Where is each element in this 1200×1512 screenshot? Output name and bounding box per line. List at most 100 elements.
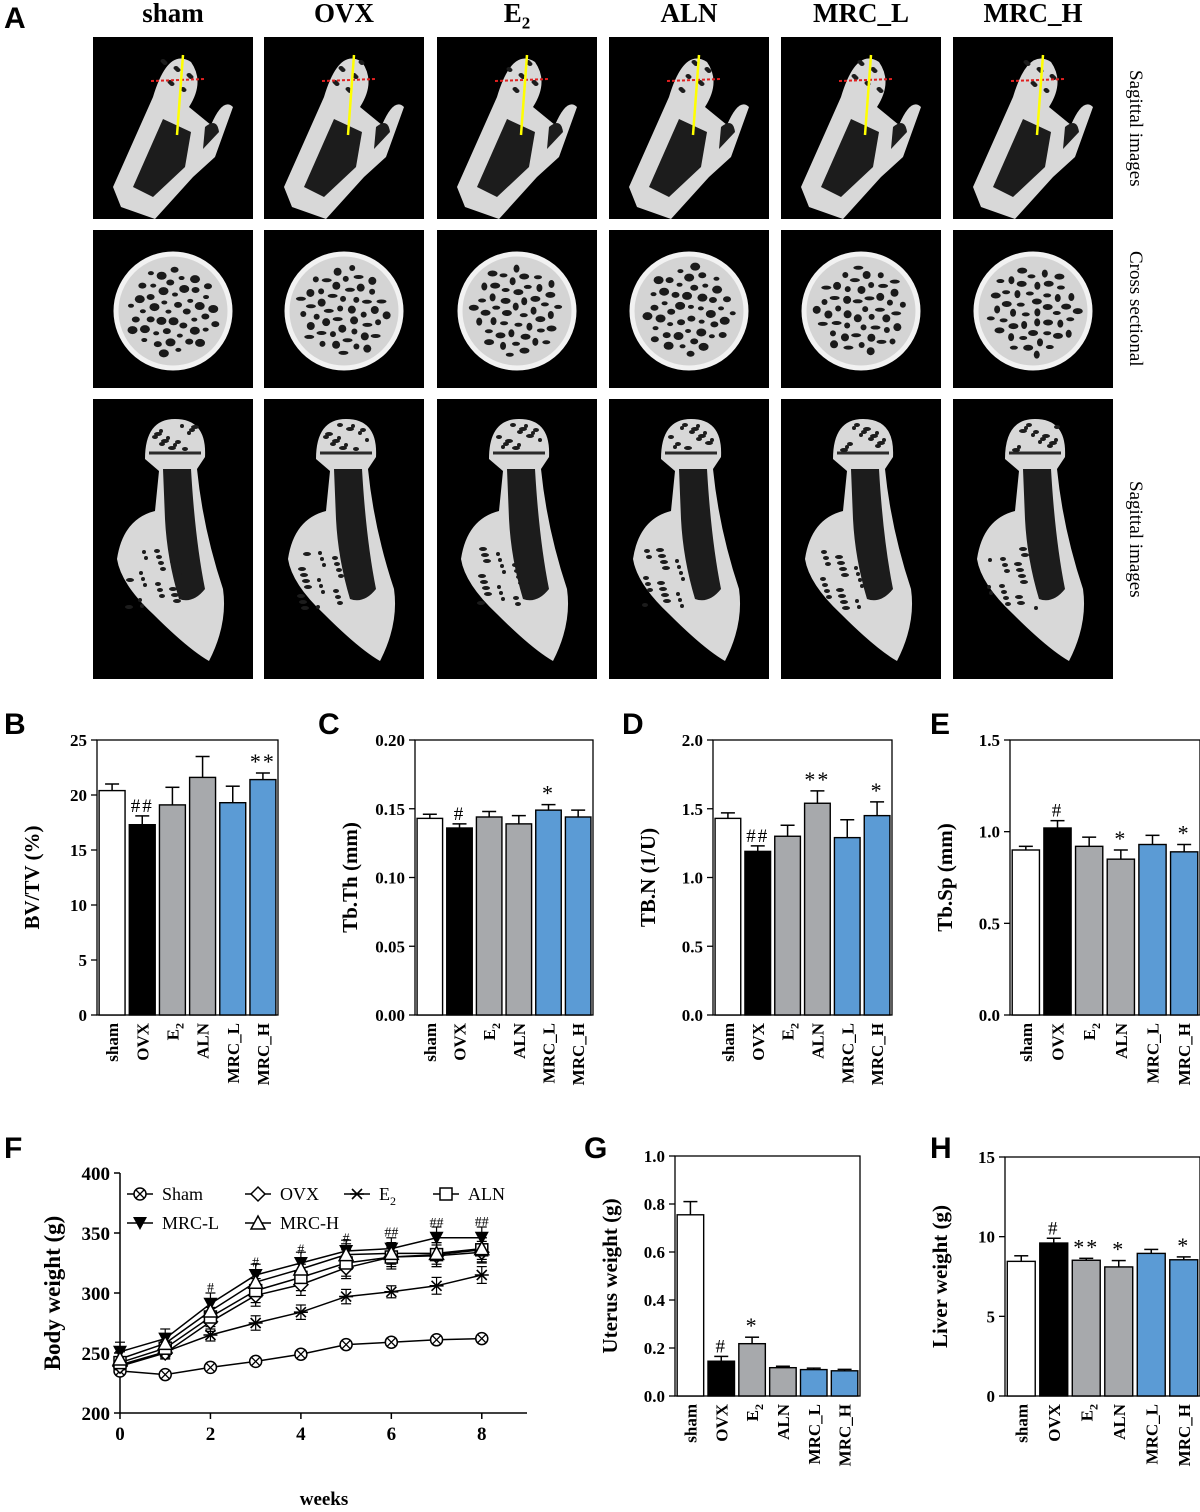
point-mrc-h — [156, 1334, 174, 1351]
column-header-ovx: OVX — [314, 0, 374, 28]
x-tick-label-h: MRC_H — [1175, 1404, 1194, 1466]
chart-uterus-weight: 0.0 0.2 0.4 0.6 0.8 1.0 Uterus weight (g) sham #… — [598, 1147, 861, 1466]
point-sham-cross — [432, 1335, 442, 1345]
y-tick-label-d: 1.5 — [682, 800, 703, 819]
bar-c-mrc_h — [564, 816, 592, 1016]
y-tick-label-d: 1.0 — [682, 869, 703, 888]
y-tick-label-h: 0 — [987, 1387, 996, 1406]
point-mrc-l — [474, 1231, 489, 1245]
bar-b-e2 — [158, 804, 187, 1016]
significance-mark-b: ## — [131, 796, 154, 817]
micro-ct-image-mrc_h-row2 — [953, 230, 1113, 388]
panel-label-c: C — [318, 708, 340, 741]
significance-mark-f: # — [343, 1232, 350, 1247]
y-tick-label-b: 15 — [70, 841, 87, 860]
bar-h-ovx — [1039, 1242, 1069, 1397]
x-tick-label-f: 2 — [206, 1424, 216, 1445]
y-tick-label-f: 250 — [82, 1344, 111, 1365]
bar-e-aln — [1106, 858, 1136, 1016]
column-header-sham: sham — [142, 0, 204, 28]
y-axis-label-e: Tb.Sp (mm) — [933, 823, 957, 932]
panel-label-f: F — [4, 1132, 23, 1165]
significance-mark-f: # — [252, 1256, 259, 1271]
y-tick-label-h: 10 — [978, 1228, 995, 1247]
x-tick-label-e: sham — [1017, 1023, 1036, 1062]
y-tick-label-g: 0.4 — [644, 1291, 666, 1310]
y-tick-label-b: 10 — [70, 896, 87, 915]
bar-b-aln — [188, 776, 217, 1016]
micro-ct-image-sham-row3 — [93, 399, 253, 679]
significance-mark-b: ** — [250, 749, 276, 774]
panel-label-g: G — [584, 1132, 608, 1165]
point-mrc-h — [247, 1273, 264, 1289]
point-sham-cross — [160, 1370, 170, 1380]
y-axis-label-f: Body weight (g) — [40, 1216, 65, 1371]
x-tick-label-g: ALN — [774, 1403, 793, 1440]
x-tick-label-e: OVX — [1049, 1022, 1068, 1061]
point-e — [429, 1280, 444, 1292]
bar-e-mrc_h — [1169, 851, 1199, 1016]
chart-bv-tv: 0 5 10 15 20 25 BV/TV (%) sham ## OVX E2 ALN MRC_L **… — [20, 731, 279, 1085]
bar-g-mrc_l — [799, 1368, 828, 1397]
significance-mark-c: * — [542, 781, 555, 806]
significance-mark-e: # — [1052, 801, 1064, 822]
significance-mark-f: # — [297, 1242, 304, 1257]
x-tick-label-d: sham — [719, 1023, 738, 1062]
micro-ct-image-e2-row1 — [437, 37, 597, 219]
x-tick-label-h: sham — [1012, 1404, 1031, 1443]
bar-c-aln — [505, 823, 533, 1016]
bar-h-mrc_l — [1136, 1252, 1166, 1397]
x-tick-label-c: OVX — [451, 1022, 470, 1061]
x-tick-label-b: sham — [103, 1023, 122, 1062]
legend-label-ovx: OVX — [280, 1184, 319, 1204]
legend-marker-mrc-l — [133, 1217, 147, 1230]
y-tick-label-c: 0.05 — [375, 937, 405, 956]
bar-b-sham — [98, 789, 126, 1016]
bar-h-aln — [1104, 1266, 1134, 1397]
micro-ct-image-aln-row3 — [609, 399, 769, 679]
micro-ct-image-aln-row2 — [609, 230, 769, 388]
bar-c-mrc_l — [535, 809, 562, 1016]
point-e — [384, 1286, 399, 1298]
bar-c-sham — [416, 817, 444, 1016]
point-mrc-h — [337, 1246, 355, 1262]
legend-label-e: E2 — [379, 1184, 396, 1208]
legend-label-aln: ALN — [468, 1184, 505, 1204]
chart-body-weight: 200 250 300 350 400 0 2 4 6 8 weeks Body weight (g)… — [40, 1164, 527, 1510]
significance-mark-f: ## — [475, 1215, 489, 1230]
significance-mark-d: ** — [804, 767, 830, 792]
significance-mark-f: ## — [430, 1216, 444, 1231]
micro-ct-image-aln-row1 — [609, 37, 769, 219]
x-tick-label-e: MRC_H — [1175, 1023, 1194, 1085]
micro-ct-image-sham-row2 — [93, 230, 253, 388]
chart-tb-sp: 0.0 0.5 1.0 1.5 Tb.Sp (mm) sham # OVX E2 * ALN MRC_… — [933, 731, 1200, 1085]
significance-mark-f: # — [207, 1281, 214, 1296]
bar-d-sham — [714, 817, 742, 1016]
point-mrc-h — [111, 1350, 129, 1366]
significance-mark-h: # — [1048, 1218, 1060, 1239]
point-mrc-h — [383, 1244, 400, 1261]
y-tick-label-b: 5 — [79, 951, 88, 970]
x-tick-label-d: MRC_L — [838, 1023, 857, 1083]
point-sham-cross — [477, 1334, 487, 1344]
bar-h-e2 — [1071, 1259, 1101, 1397]
column-header-e2: E2 — [503, 0, 531, 33]
y-tick-label-h: 5 — [987, 1307, 996, 1326]
x-tick-label-d: MRC_H — [868, 1023, 887, 1085]
y-tick-label-e: 1.5 — [979, 731, 1000, 750]
plot-frame-g — [674, 1155, 861, 1397]
y-tick-label-d: 0.0 — [682, 1006, 703, 1025]
panel-label-h: H — [930, 1132, 952, 1165]
x-tick-label-e: E2 — [1080, 1023, 1103, 1040]
micro-ct-image-mrc_l-row1 — [781, 37, 941, 219]
point-mrc-h — [473, 1240, 491, 1256]
y-tick-label-f: 200 — [82, 1404, 111, 1425]
plot-frame-e — [1009, 739, 1200, 1016]
x-tick-label-h: E2 — [1077, 1404, 1100, 1421]
x-tick-label-f: 0 — [115, 1424, 125, 1445]
y-tick-label-g: 0.2 — [644, 1339, 665, 1358]
micro-ct-image-mrc_h-row3 — [953, 399, 1113, 679]
x-tick-label-d: ALN — [808, 1022, 827, 1059]
point-e — [203, 1329, 218, 1341]
y-tick-label-f: 350 — [82, 1224, 111, 1245]
